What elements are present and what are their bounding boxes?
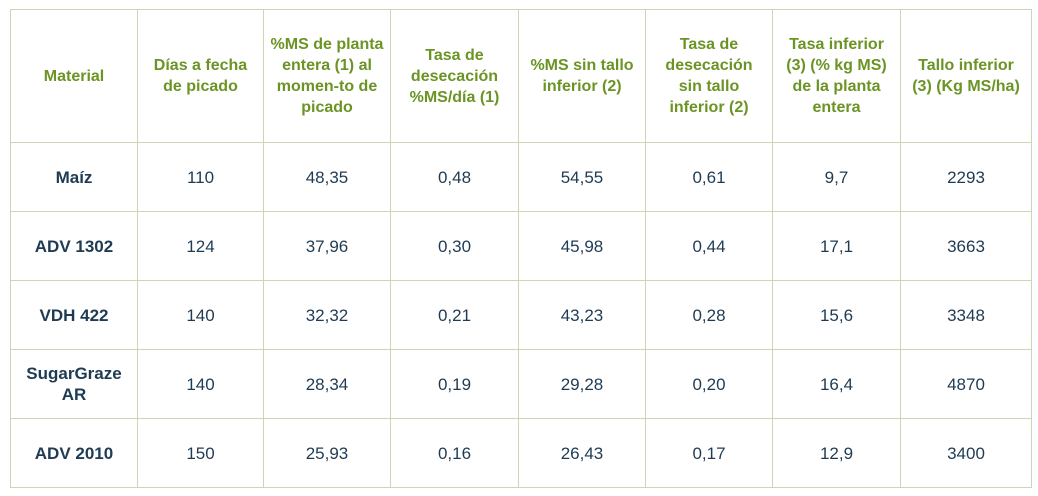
header-ms-sin-tallo: %MS sin tallo inferior (2) (518, 9, 646, 143)
table-row: ADV 1302 124 37,96 0,30 45,98 0,44 17,1 … (10, 211, 1032, 281)
cell-dias: 124 (137, 211, 264, 281)
table-row: SugarGraze AR 140 28,34 0,19 29,28 0,20 … (10, 349, 1032, 419)
cell-ms-planta: 48,35 (263, 142, 391, 212)
cell-tasa-inferior: 12,9 (772, 418, 901, 488)
header-ms-planta-entera: %MS de planta entera (1) al momen-to de … (263, 9, 391, 143)
cell-ms-sin-tallo: 45,98 (518, 211, 646, 281)
header-tasa-inferior: Tasa inferior (3) (% kg MS) de la planta… (772, 9, 901, 143)
cell-tasa-sin-tallo: 0,61 (645, 142, 773, 212)
cell-ms-planta: 32,32 (263, 280, 391, 350)
cell-ms-sin-tallo: 54,55 (518, 142, 646, 212)
cell-tasa-sin-tallo: 0,17 (645, 418, 773, 488)
cell-dias: 140 (137, 280, 264, 350)
cell-tasa-inferior: 16,4 (772, 349, 901, 419)
header-dias-picado: Días a fecha de picado (137, 9, 264, 143)
header-tasa-desecacion-sin-tallo: Tasa de desecación sin tallo inferior (2… (645, 9, 773, 143)
cell-ms-sin-tallo: 29,28 (518, 349, 646, 419)
data-table: Material Días a fecha de picado %MS de p… (10, 9, 1032, 488)
cell-tasa-desecacion: 0,48 (390, 142, 519, 212)
table-row: VDH 422 140 32,32 0,21 43,23 0,28 15,6 3… (10, 280, 1032, 350)
cell-ms-planta: 28,34 (263, 349, 391, 419)
cell-material: ADV 2010 (10, 418, 138, 488)
cell-material: ADV 1302 (10, 211, 138, 281)
cell-tasa-inferior: 17,1 (772, 211, 901, 281)
header-tasa-desecacion: Tasa de desecación %MS/día (1) (390, 9, 519, 143)
cell-tallo-inferior: 2293 (900, 142, 1032, 212)
data-table-container: Material Días a fecha de picado %MS de p… (10, 9, 1032, 488)
cell-tallo-inferior: 3400 (900, 418, 1032, 488)
table-row: ADV 2010 150 25,93 0,16 26,43 0,17 12,9 … (10, 418, 1032, 488)
header-material: Material (10, 9, 138, 143)
cell-tasa-inferior: 15,6 (772, 280, 901, 350)
cell-tallo-inferior: 4870 (900, 349, 1032, 419)
cell-dias: 150 (137, 418, 264, 488)
cell-tasa-sin-tallo: 0,28 (645, 280, 773, 350)
cell-tasa-desecacion: 0,21 (390, 280, 519, 350)
cell-dias: 110 (137, 142, 264, 212)
cell-tasa-sin-tallo: 0,44 (645, 211, 773, 281)
cell-material: VDH 422 (10, 280, 138, 350)
cell-tallo-inferior: 3348 (900, 280, 1032, 350)
cell-tasa-desecacion: 0,16 (390, 418, 519, 488)
cell-dias: 140 (137, 349, 264, 419)
cell-material: SugarGraze AR (10, 349, 138, 419)
cell-tasa-sin-tallo: 0,20 (645, 349, 773, 419)
cell-ms-sin-tallo: 26,43 (518, 418, 646, 488)
cell-tasa-desecacion: 0,19 (390, 349, 519, 419)
cell-ms-planta: 37,96 (263, 211, 391, 281)
cell-material: Maíz (10, 142, 138, 212)
cell-ms-planta: 25,93 (263, 418, 391, 488)
cell-tasa-inferior: 9,7 (772, 142, 901, 212)
header-tallo-inferior: Tallo inferior (3) (Kg MS/ha) (900, 9, 1032, 143)
cell-tasa-desecacion: 0,30 (390, 211, 519, 281)
cell-tallo-inferior: 3663 (900, 211, 1032, 281)
table-row: Maíz 110 48,35 0,48 54,55 0,61 9,7 2293 (10, 142, 1032, 212)
cell-ms-sin-tallo: 43,23 (518, 280, 646, 350)
header-row: Material Días a fecha de picado %MS de p… (10, 9, 1032, 143)
